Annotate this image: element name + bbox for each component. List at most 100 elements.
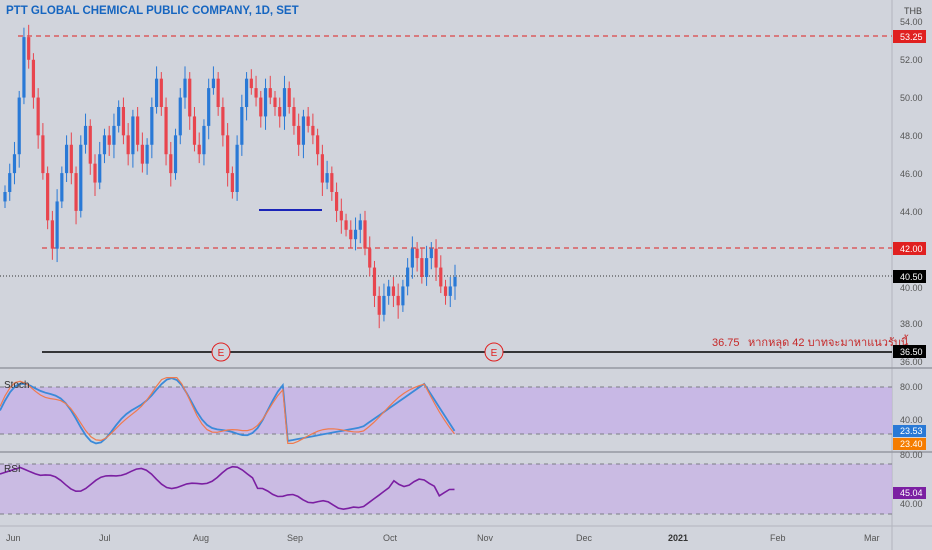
candle-body <box>259 97 263 117</box>
candle-body <box>339 210 343 221</box>
candle-body <box>401 286 405 306</box>
price-badge-last <box>893 270 926 283</box>
price-tick: 38.00 <box>900 319 923 329</box>
candle-body <box>358 220 362 230</box>
candle-body <box>372 267 377 296</box>
candle-body <box>12 154 17 174</box>
price-axis[interactable]: 54.00 52.00 50.00 48.00 46.00 44.00 40.0… <box>900 17 923 367</box>
candle-body <box>396 295 400 306</box>
annotation-value[interactable]: 36.75 <box>712 337 740 349</box>
stoch-tick: 80.00 <box>900 382 923 392</box>
candle-body <box>235 144 239 192</box>
price-tick: 46.00 <box>900 169 923 179</box>
candle-body <box>74 173 78 211</box>
candle-body <box>301 116 306 145</box>
price-tick: 40.00 <box>900 283 923 293</box>
candle-body <box>230 173 234 192</box>
candle-body <box>98 154 102 183</box>
event-marker-2[interactable]: E <box>484 342 504 362</box>
price-badge-top-label: 53.25 <box>900 32 923 42</box>
candle-body <box>17 97 21 155</box>
candle-body <box>64 144 69 174</box>
stoch-d-badge-label: 23.40 <box>900 439 923 449</box>
price-badge-mid-label: 42.00 <box>900 244 923 254</box>
stoch-k-line <box>0 377 456 445</box>
price-badge-last-label: 40.50 <box>900 272 923 282</box>
candle-body <box>244 78 249 107</box>
rsi-badge <box>893 487 926 499</box>
candle-body <box>112 125 116 145</box>
candle-body <box>31 59 36 98</box>
candle-body <box>287 88 291 107</box>
price-tick: 36.00 <box>900 357 923 367</box>
candle-body <box>434 248 438 268</box>
candle-body <box>183 78 187 98</box>
candle-body <box>211 78 216 89</box>
candle-body <box>36 97 40 136</box>
candle-body <box>159 78 163 107</box>
candle-body <box>377 295 381 315</box>
candle-body <box>297 125 301 145</box>
candle-body <box>420 258 424 277</box>
candle-body <box>368 248 372 268</box>
stoch-band <box>0 387 892 434</box>
candle-body <box>387 286 391 296</box>
candle-body <box>121 107 126 136</box>
price-badge-bottom <box>893 345 926 358</box>
candle-body <box>273 97 277 107</box>
candle-body <box>316 135 320 155</box>
stoch-d-badge <box>893 438 926 450</box>
rsi-indicator-label[interactable]: RSI <box>4 464 21 475</box>
price-tick: 50.00 <box>900 93 923 103</box>
candle-body <box>188 78 192 117</box>
candle-body <box>325 173 329 183</box>
candle-body <box>164 107 168 155</box>
candle-body <box>136 116 140 145</box>
candle-body <box>292 107 296 126</box>
event-marker-label: E <box>218 348 225 359</box>
candle-body <box>88 125 92 164</box>
time-label: Aug <box>193 533 209 543</box>
candle-body <box>173 135 178 174</box>
candle-body <box>150 107 154 145</box>
annotation-text[interactable]: หากหลุด 42 บาทจะมาหาแนวรับนี้ <box>748 334 909 349</box>
rsi-tick: 80.00 <box>900 450 923 460</box>
stoch-indicator-label[interactable]: Stoch <box>4 380 30 391</box>
candle-body <box>126 135 130 155</box>
time-axis[interactable]: Jun Jul Aug Sep Oct Nov Dec 2021 Feb Mar <box>6 533 880 543</box>
candle-body <box>334 192 339 211</box>
candle-body <box>410 248 414 268</box>
candle-body <box>306 116 310 126</box>
candle-body <box>344 220 348 230</box>
candle-body <box>79 144 83 211</box>
candle-body <box>221 107 225 136</box>
chart-title[interactable]: PTT GLOBAL CHEMICAL PUBLIC COMPANY, 1D, … <box>6 5 299 17</box>
candle-body <box>154 78 159 107</box>
candle-body <box>216 78 220 107</box>
stoch-d-line <box>0 377 455 444</box>
candle-body <box>429 248 433 259</box>
candle-body <box>46 173 50 221</box>
time-label: Sep <box>287 533 303 543</box>
price-badge-bottom-label: 36.50 <box>900 347 923 357</box>
candlestick-series <box>3 24 457 329</box>
candle-body <box>311 125 315 136</box>
candle-body <box>93 163 97 183</box>
event-marker-1[interactable]: E <box>211 342 231 362</box>
candle-body <box>50 220 54 249</box>
candle-body <box>117 107 121 126</box>
candle-body <box>443 286 448 296</box>
candle-body <box>131 116 135 155</box>
price-tick: 54.00 <box>900 17 923 27</box>
rsi-line <box>0 465 455 511</box>
stoch-tick: 40.00 <box>900 415 923 425</box>
time-label: Jun <box>6 533 21 543</box>
candle-body <box>178 97 182 136</box>
price-tick: 44.00 <box>900 207 923 217</box>
time-label: Jul <box>99 533 111 543</box>
candle-body <box>107 135 111 145</box>
candle-body <box>240 107 244 145</box>
event-marker-label: E <box>491 348 498 359</box>
